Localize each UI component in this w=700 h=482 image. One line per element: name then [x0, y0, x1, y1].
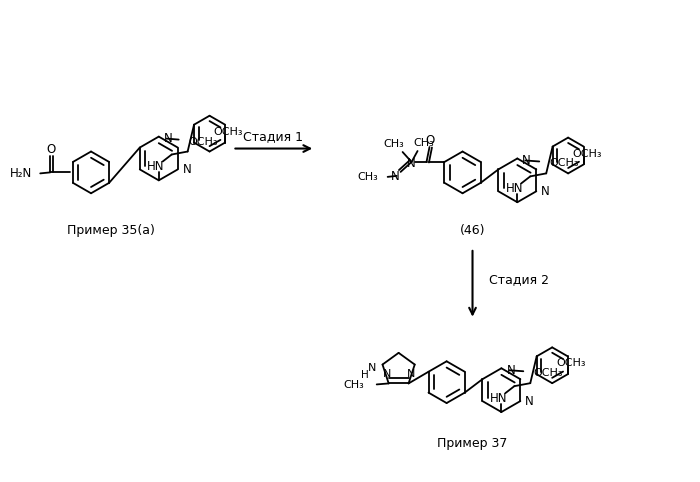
Text: OCH₃: OCH₃: [572, 148, 601, 159]
Text: HN: HN: [490, 391, 507, 404]
Text: N: N: [506, 364, 515, 377]
Text: O: O: [426, 134, 435, 147]
Text: Стадия 2: Стадия 2: [489, 273, 550, 286]
Text: CH₃: CH₃: [357, 172, 378, 182]
Text: N: N: [407, 158, 416, 171]
Text: H: H: [360, 371, 368, 380]
Text: Стадия 1: Стадия 1: [244, 130, 303, 143]
Text: OCH₃: OCH₃: [550, 159, 579, 168]
Text: N: N: [522, 154, 531, 167]
Text: CH₃: CH₃: [343, 380, 364, 390]
Text: Пример 37: Пример 37: [438, 437, 508, 450]
Text: N: N: [183, 163, 192, 176]
Text: HN: HN: [505, 182, 523, 195]
Text: (46): (46): [460, 224, 485, 237]
Text: OCH₃: OCH₃: [214, 127, 243, 136]
Text: N: N: [391, 170, 400, 183]
Text: H₂N: H₂N: [10, 167, 32, 180]
Text: N: N: [368, 362, 377, 373]
Text: CH₃: CH₃: [413, 138, 434, 148]
Text: CH₃: CH₃: [384, 139, 404, 149]
Text: N: N: [407, 370, 415, 379]
Text: O: O: [47, 143, 56, 156]
Text: N: N: [541, 185, 550, 198]
Text: OCH₃: OCH₃: [533, 368, 563, 378]
Text: N: N: [382, 370, 391, 379]
Text: N: N: [164, 132, 172, 145]
Text: OCH₃: OCH₃: [556, 358, 585, 368]
Text: N: N: [526, 395, 534, 408]
Text: Пример 35(а): Пример 35(а): [67, 224, 155, 237]
Text: HN: HN: [147, 160, 164, 173]
Text: OCH₃: OCH₃: [188, 136, 218, 147]
